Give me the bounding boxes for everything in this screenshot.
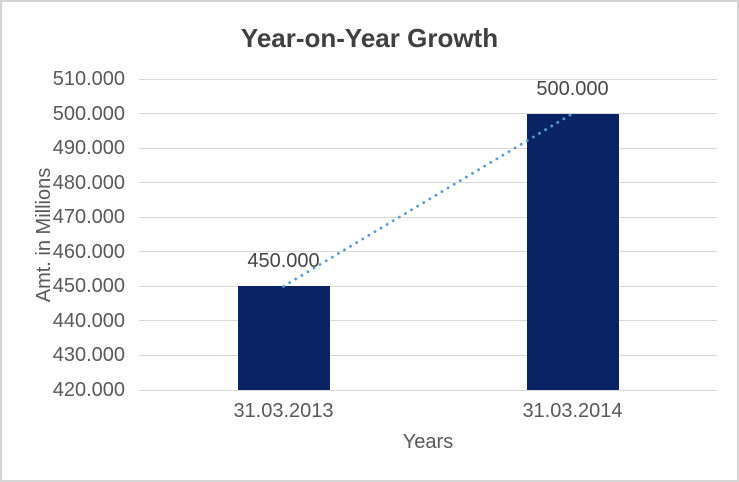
- y-tick-label: 500.000: [52, 102, 125, 125]
- gridline: [139, 354, 717, 356]
- bar: [526, 113, 619, 390]
- chart-title: Year-on-Year Growth: [240, 23, 499, 53]
- y-tick-label: 440.000: [52, 309, 125, 332]
- y-tick-label: 460.000: [52, 240, 125, 263]
- gridline: [139, 216, 717, 218]
- gridline: [139, 320, 717, 322]
- gridline: [139, 78, 717, 80]
- y-tick-label: 510.000: [52, 68, 125, 90]
- bar: [237, 286, 330, 390]
- y-tick-label: 480.000: [52, 171, 125, 194]
- gridline: [139, 182, 717, 184]
- trendline-svg: [282, 112, 574, 288]
- x-category-label: 31.03.2014: [522, 400, 623, 422]
- gridline: [139, 147, 717, 149]
- y-tick-label: 450.000: [52, 275, 125, 298]
- gridline: [139, 285, 717, 287]
- gridline: [139, 113, 717, 115]
- data-label: 500.000: [536, 77, 609, 100]
- x-axis-title: Years: [402, 431, 454, 453]
- gridline: [139, 389, 717, 391]
- data-label: 450.000: [247, 250, 320, 273]
- y-tick-label: 470.000: [52, 206, 125, 229]
- y-tick-label: 430.000: [52, 344, 125, 367]
- x-category-label: 31.03.2013: [233, 400, 334, 422]
- y-tick-label: 420.000: [52, 379, 125, 401]
- plot-area: 450.000 500.000: [139, 77, 717, 391]
- y-tick-label: 490.000: [52, 137, 125, 160]
